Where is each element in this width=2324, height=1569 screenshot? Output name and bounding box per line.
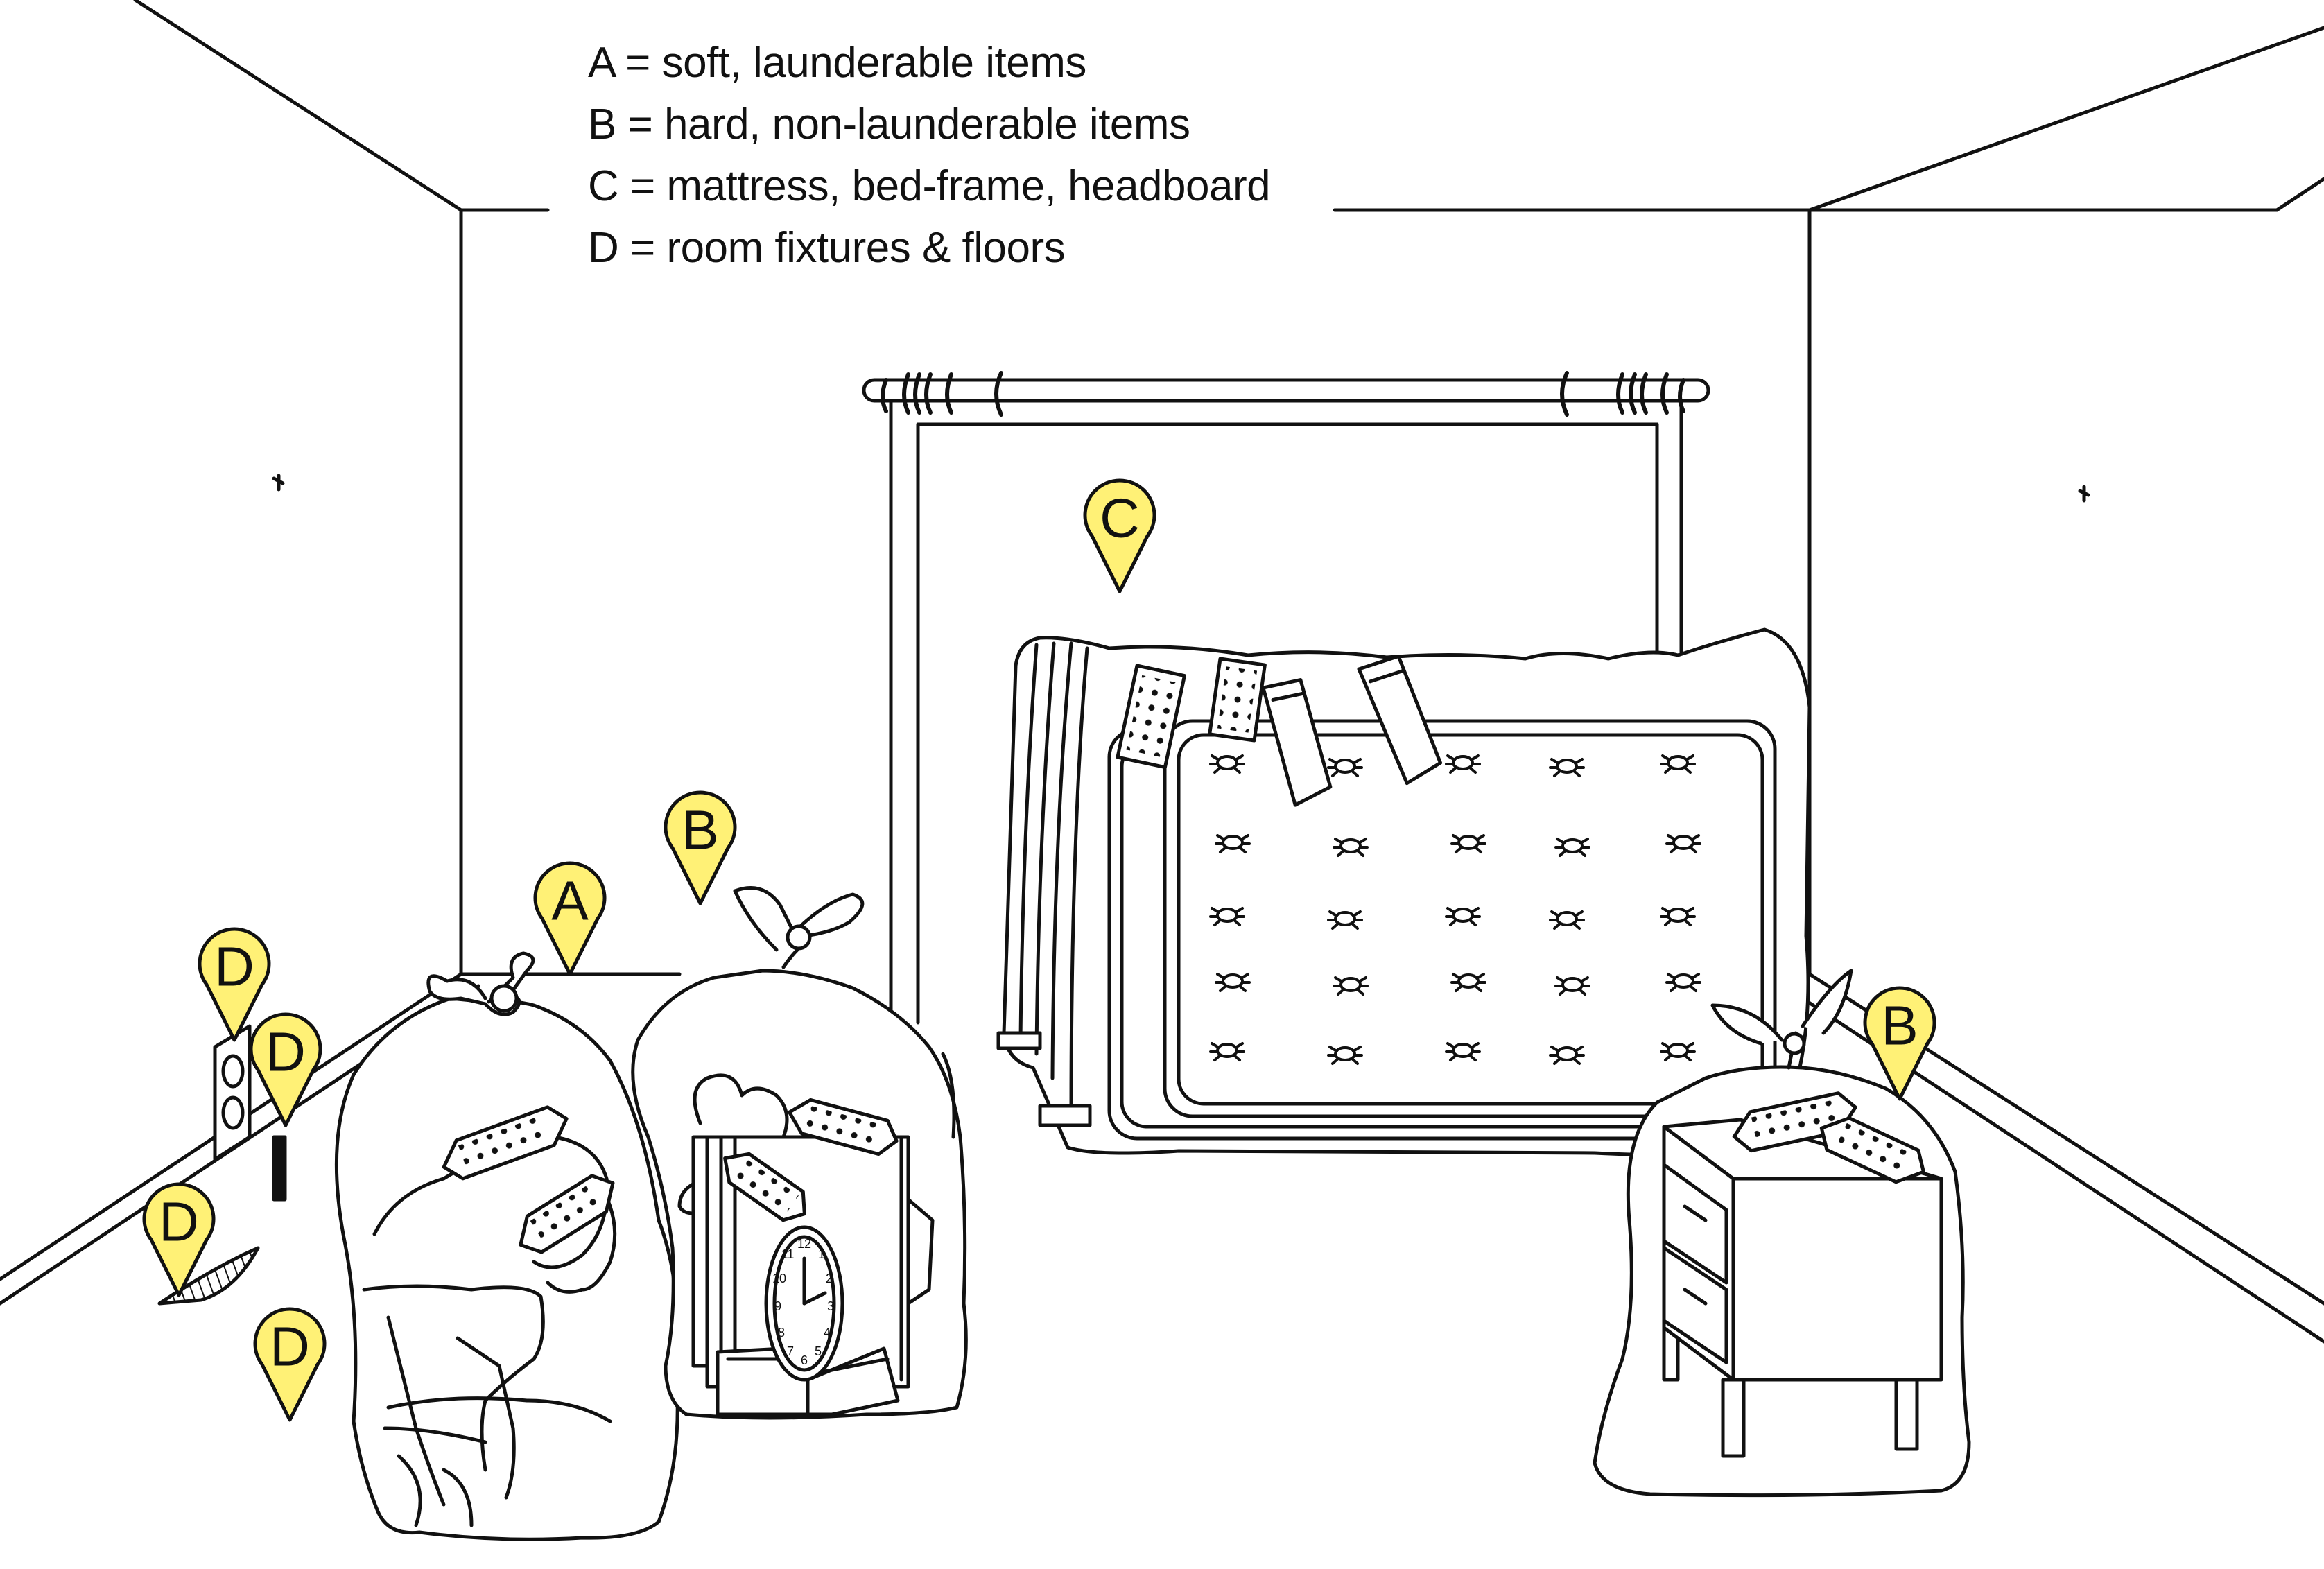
interceptor-traps-bag-a: [442, 1105, 615, 1254]
bedbug-icon: [1209, 754, 1245, 774]
marker-mattress: C: [1083, 478, 1156, 593]
marker-clothes-bag: A: [533, 861, 607, 976]
window: [862, 371, 1710, 1025]
bedbug-icon: [1333, 976, 1369, 996]
bedbug-icon: [1549, 758, 1585, 777]
power-cord-icon: [272, 1135, 287, 1202]
marker-items-bag: B: [664, 790, 737, 905]
bedbug-icon: [1209, 907, 1245, 926]
svg-text:1: 1: [818, 1247, 825, 1261]
bedbug-icon: [1333, 838, 1369, 857]
wall-nail-right-icon: [2078, 485, 2090, 503]
interceptor-traps-mattress: [1116, 654, 1443, 807]
bedbug-icon: [1554, 976, 1590, 996]
legend-item-c: C = mattress, bed-frame, headboard: [588, 162, 1271, 210]
marker-outlet: D: [198, 927, 271, 1042]
svg-text:3: 3: [827, 1299, 834, 1313]
bedbug-icon: [1660, 1042, 1696, 1061]
bedbug-icon: [1215, 834, 1251, 853]
baseboard-gap-icon: [157, 1246, 260, 1306]
marker-label: A: [551, 870, 589, 932]
svg-text:12: 12: [797, 1237, 811, 1251]
svg-text:7: 7: [787, 1344, 794, 1358]
curtain-rings-right-icon: [1560, 371, 1685, 417]
bedbug-icon: [1549, 1046, 1585, 1065]
bedbug-icon: [1660, 754, 1696, 774]
marker-label: B: [1881, 995, 1918, 1057]
marker-cord: D: [249, 1012, 322, 1127]
svg-text:8: 8: [778, 1326, 785, 1340]
bedbug-icon: [1445, 907, 1481, 926]
marker-label: D: [266, 1021, 306, 1083]
bedbug-icon: [1215, 973, 1251, 992]
bedbug-icon: [1327, 1046, 1363, 1065]
svg-text:5: 5: [815, 1344, 822, 1358]
svg-text:6: 6: [801, 1353, 808, 1367]
svg-text:4: 4: [824, 1326, 831, 1340]
bedbug-icon: [1450, 973, 1486, 992]
marker-label: B: [682, 799, 718, 861]
wall-nail-left-icon: [272, 474, 285, 492]
curtain-rings-left-icon: [881, 371, 1003, 417]
marker-label: D: [270, 1316, 310, 1378]
bedbug-icon: [1327, 910, 1363, 930]
bedbug-icon: [1660, 907, 1696, 926]
bedbug-icon: [1445, 1042, 1481, 1061]
bedbug-icons: [1209, 754, 1701, 1065]
legend: A = soft, launderable items B = hard, no…: [588, 32, 1271, 279]
marker-floor: D: [253, 1307, 327, 1422]
legend-item-d: D = room fixtures & floors: [588, 224, 1066, 272]
marker-nightstand-bag: B: [1863, 986, 1936, 1101]
marker-label: D: [214, 936, 254, 998]
svg-text:11: 11: [781, 1247, 795, 1261]
marker-label: C: [1100, 487, 1140, 549]
bedbug-icon: [1450, 834, 1486, 853]
bedbug-icon: [1549, 910, 1585, 930]
legend-item-a: A = soft, launderable items: [588, 39, 1086, 87]
interceptor-traps-bag-b: [723, 1098, 899, 1222]
interceptor-traps-nightstand: [1732, 1091, 1925, 1184]
wall-outlet-icon: [213, 1024, 252, 1161]
marker-baseboard: D: [142, 1182, 216, 1297]
legend-item-b: B = hard, non-launderable items: [588, 101, 1190, 148]
marker-label: D: [159, 1191, 199, 1253]
svg-text:9: 9: [774, 1299, 781, 1313]
bedbug-icon: [1554, 838, 1590, 857]
svg-text:10: 10: [772, 1272, 786, 1285]
bedbug-icon: [1445, 754, 1481, 774]
bedbug-icon: [1327, 758, 1363, 777]
svg-text:2: 2: [826, 1272, 833, 1285]
bedbug-icon: [1209, 1042, 1245, 1061]
bedbug-icon: [1665, 973, 1701, 992]
bedbug-icon: [1665, 834, 1701, 853]
bag-clothes: [334, 951, 679, 1541]
